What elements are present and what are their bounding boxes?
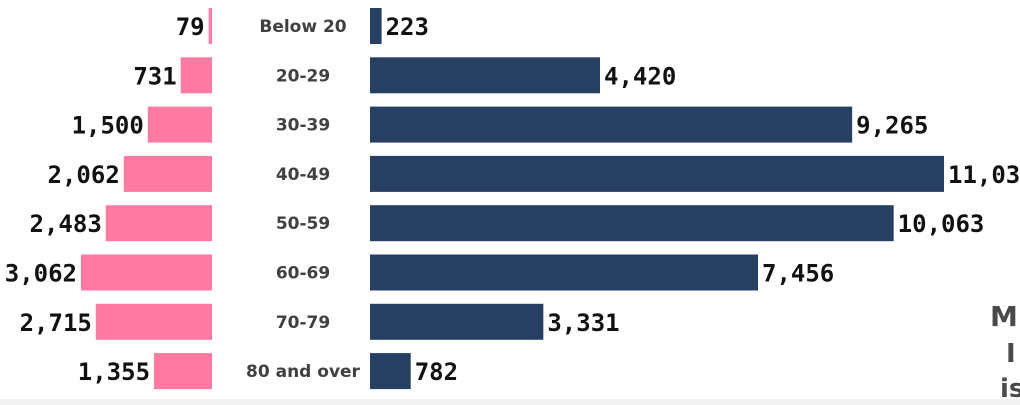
right-bar: [370, 57, 601, 94]
clipped-text-3: is: [1000, 374, 1020, 404]
category-label: 80 and over: [246, 362, 361, 382]
left-value-label: 79: [176, 13, 205, 41]
category-label: 20-29: [276, 66, 330, 86]
right-value-label: 223: [386, 13, 429, 41]
category-labels: Below 20 20-29 30-39 40-49 50-59 60-69 70-79 80…: [246, 17, 361, 382]
left-bar: [105, 205, 212, 242]
clipped-text-2: I: [1006, 339, 1016, 369]
category-label: 50-59: [276, 214, 330, 234]
right-bar: [370, 353, 411, 390]
left-bar: [208, 8, 212, 44]
left-value-label: 2,062: [48, 161, 120, 189]
clipped-annotation: M I is: [990, 300, 1020, 404]
right-bar: [370, 205, 894, 242]
right-bar: [370, 8, 382, 44]
left-value-label: 1,355: [78, 358, 150, 386]
right-value-label: 4,420: [604, 62, 676, 90]
right-value-label: 782: [415, 358, 458, 386]
right-value-label: 10,063: [898, 210, 985, 238]
left-bar: [81, 254, 212, 291]
right-bar: [370, 254, 759, 291]
right-bar: [370, 303, 544, 340]
right-value-label: 7,456: [762, 260, 834, 288]
left-value-label: 3,062: [5, 260, 77, 288]
right-value-label: 3,331: [547, 309, 619, 337]
clipped-text-1: M: [990, 300, 1018, 333]
right-value-label: 11,030: [948, 161, 1020, 189]
category-label: 40-49: [276, 165, 330, 185]
left-bar: [154, 353, 212, 390]
left-value-label: 1,500: [72, 112, 144, 140]
left-bar: [180, 57, 212, 94]
category-label: 70-79: [276, 313, 330, 333]
bottom-edge: [0, 399, 1020, 405]
category-label: 60-69: [276, 264, 330, 284]
left-bar: [123, 155, 212, 192]
category-label: 30-39: [276, 116, 330, 136]
right-value-label: 9,265: [856, 112, 928, 140]
left-bar: [147, 106, 212, 143]
right-series: 223 4,420 9,265 11,030 10,063 7,456 3,331 782: [370, 8, 1020, 390]
left-value-label: 2,483: [30, 210, 102, 238]
left-value-label: 2,715: [20, 309, 92, 337]
left-value-label: 731: [133, 62, 176, 90]
category-label: Below 20: [259, 17, 346, 37]
right-bar: [370, 155, 944, 192]
left-bar: [95, 303, 212, 340]
right-bar: [370, 106, 853, 143]
